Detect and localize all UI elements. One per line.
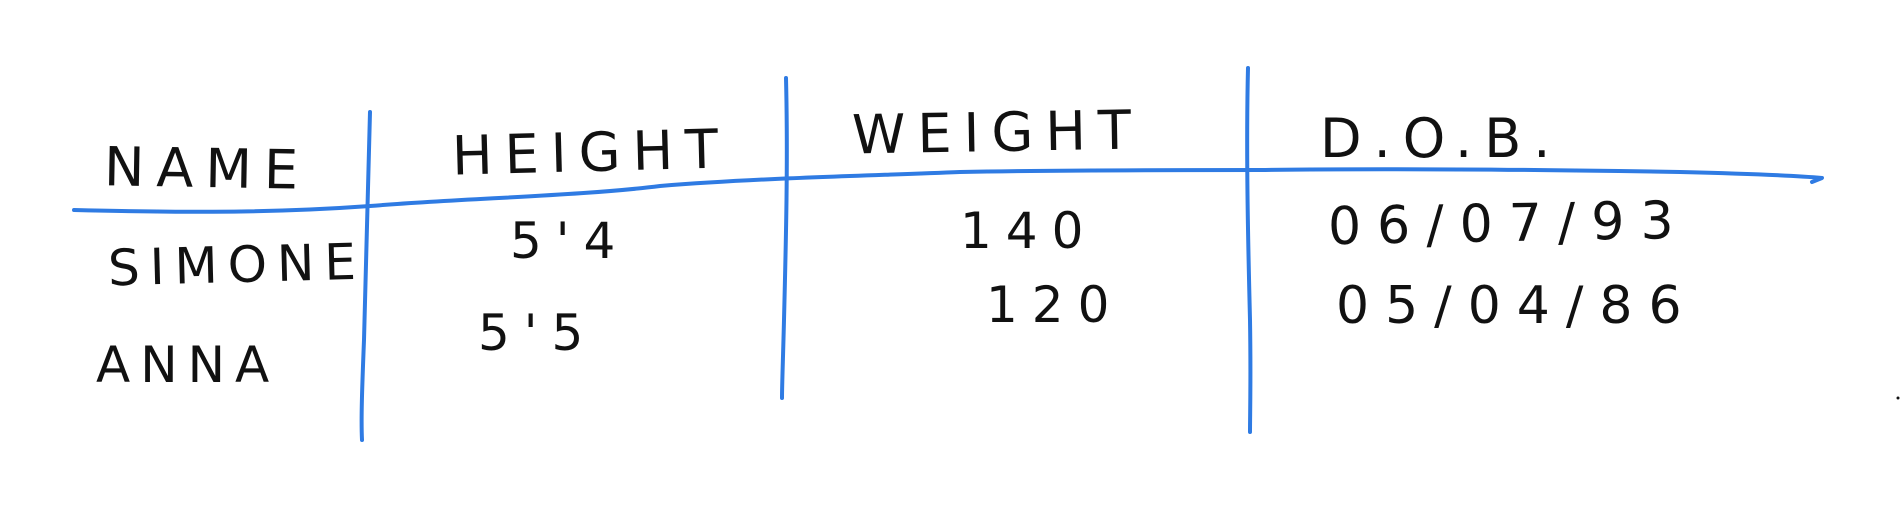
- header-name: NAME: [103, 135, 311, 202]
- row-2-dob: 05/04/86: [1336, 276, 1698, 336]
- row-1-name: SIMONE: [107, 232, 367, 298]
- column-divider-2: [780, 76, 789, 400]
- row-1-height: 5'4: [510, 212, 630, 270]
- header-dob: D.O.B.: [1320, 107, 1563, 170]
- header-weight: WEIGHT: [851, 98, 1144, 167]
- column-divider-1: [359, 110, 372, 442]
- header-underline: [72, 167, 1824, 214]
- row-2-name: ANNA: [96, 336, 280, 394]
- row-1-dob: 06/07/93: [1327, 190, 1691, 258]
- column-divider-3: [1245, 66, 1253, 434]
- row-2-height: 5'5: [478, 304, 598, 362]
- row-2-weight: 120: [986, 276, 1124, 334]
- stray-dot: [1896, 396, 1900, 400]
- row-1-weight: 140: [960, 202, 1098, 260]
- header-height: HEIGHT: [451, 117, 731, 188]
